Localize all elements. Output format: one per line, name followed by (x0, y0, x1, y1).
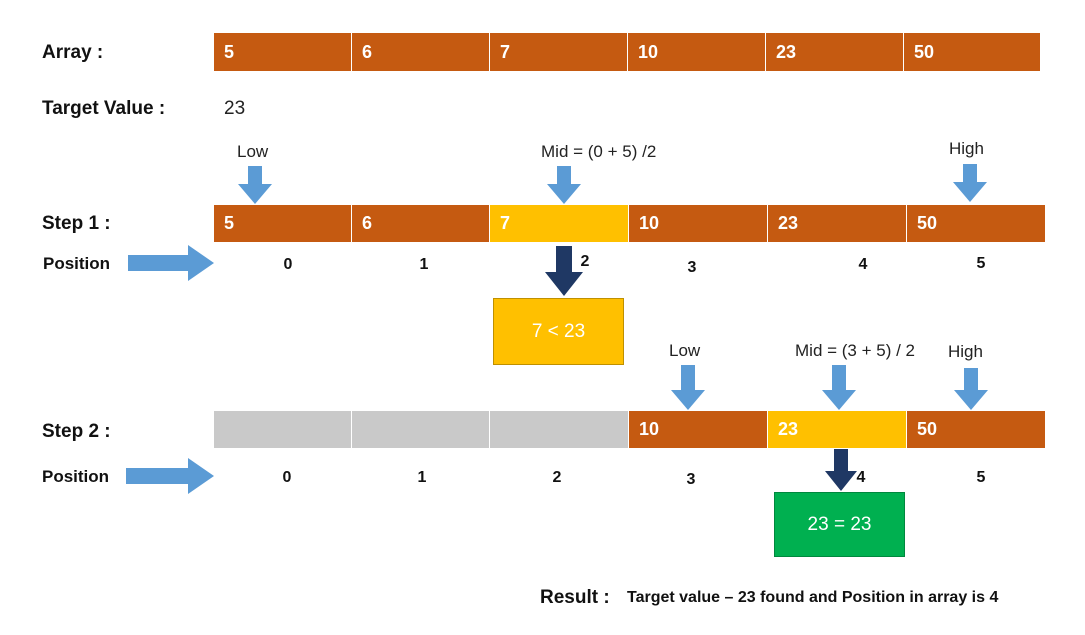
target-value: 23 (224, 98, 246, 119)
step1-cell: 50 (907, 205, 1045, 242)
step1-low-arrow-icon (238, 166, 272, 204)
array-cell: 6 (352, 33, 490, 71)
step2-compare-box: 23 = 23 (774, 492, 905, 557)
step2-high-label: High (948, 342, 983, 361)
step2-compare-arrow-icon (825, 449, 857, 491)
step2-position: 2 (552, 469, 562, 486)
step1-cell: 10 (629, 205, 768, 242)
array-cell: 50 (904, 33, 1040, 71)
step1-low-label: Low (237, 142, 269, 161)
step2-cell: 10 (629, 411, 768, 448)
step1-cell: 5 (214, 205, 352, 242)
step2-row: 10 23 50 (214, 411, 1045, 448)
step1-position: 4 (858, 256, 868, 273)
array-cell: 10 (628, 33, 766, 71)
step1-position-arrow-icon (128, 245, 214, 281)
step1-high-label: High (949, 139, 984, 158)
step1-high-arrow-icon (953, 164, 987, 202)
step1-position: 3 (687, 259, 697, 276)
step1-position: 0 (283, 256, 293, 273)
result-text: Target value – 23 found and Position in … (627, 589, 999, 606)
step1-cell-mid: 7 (490, 205, 629, 242)
step1-position: 2 (580, 253, 590, 270)
step1-cell: 6 (352, 205, 490, 242)
array-cell: 5 (214, 33, 352, 71)
step2-high-arrow-icon (954, 368, 988, 410)
array-cell: 23 (766, 33, 904, 71)
step1-position-label: Position (43, 254, 111, 273)
step2-cell-mid: 23 (768, 411, 907, 448)
step1-mid-arrow-icon (547, 166, 581, 204)
step2-label: Step 2 : (42, 421, 111, 442)
step2-cell-excluded (490, 411, 629, 448)
step1-compare-box: 7 < 23 (493, 298, 624, 365)
step2-position: 3 (686, 471, 696, 488)
step2-position: 1 (417, 469, 427, 486)
step2-mid-arrow-icon (822, 365, 856, 410)
step2-position: 5 (976, 469, 986, 486)
step1-label: Step 1 : (42, 213, 111, 234)
target-label: Target Value : (42, 98, 166, 119)
step1-row: 5 6 7 10 23 50 (214, 205, 1045, 242)
step2-position-arrow-icon (126, 458, 214, 494)
step1-mid-label: Mid = (0 + 5) /2 (541, 142, 657, 161)
step1-cell: 23 (768, 205, 907, 242)
array-label: Array : (42, 42, 104, 63)
step1-position: 5 (976, 255, 986, 272)
step2-cell: 50 (907, 411, 1045, 448)
result-label: Result : (540, 587, 610, 608)
step2-position: 0 (282, 469, 292, 486)
step2-position: 4 (856, 469, 866, 486)
array-cell: 7 (490, 33, 628, 71)
step2-low-label: Low (669, 341, 701, 360)
step1-compare-arrow-icon (545, 246, 583, 296)
step2-mid-label: Mid = (3 + 5) / 2 (795, 341, 915, 360)
step2-position-label: Position (42, 467, 110, 486)
array-row: 5 6 7 10 23 50 (214, 33, 1040, 71)
step2-low-arrow-icon (671, 365, 705, 410)
step2-cell-excluded (352, 411, 490, 448)
step1-position: 1 (419, 256, 429, 273)
step2-cell-excluded (214, 411, 352, 448)
